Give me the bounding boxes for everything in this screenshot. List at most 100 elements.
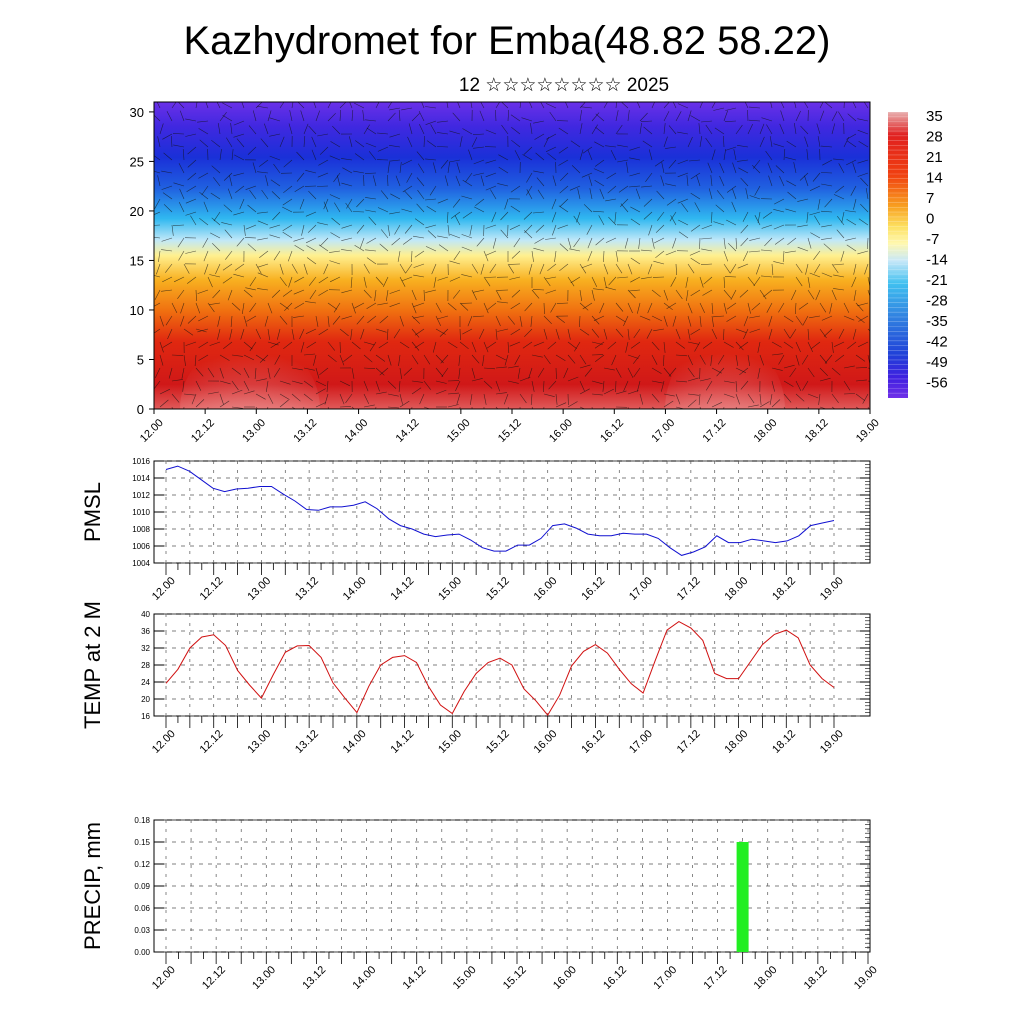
wind-barb: [446, 102, 449, 109]
wind-barb: [300, 341, 305, 353]
wind-barb: [501, 124, 509, 135]
wind-barb: [199, 217, 209, 226]
wind-barb: [480, 263, 485, 275]
wind-barb: [551, 211, 557, 223]
wind-barb: [305, 237, 317, 244]
wind-barb: [783, 328, 791, 339]
wind-barb: [740, 380, 749, 390]
wind-barb: [820, 210, 833, 213]
wind-barb: [831, 406, 836, 409]
wind-barb: [413, 235, 425, 239]
wind-barb: [471, 263, 479, 274]
wind-barb: [708, 188, 713, 200]
wind-barb: [860, 203, 869, 213]
wind-barb: [687, 341, 699, 345]
panel-frame: [153, 819, 871, 953]
wind-barb: [233, 172, 245, 177]
wind-barb: [163, 152, 173, 161]
wind-barb: [594, 180, 605, 187]
wind-barb: [687, 110, 692, 122]
x-tick-label: 17.00: [627, 575, 655, 603]
wind-barb: [663, 393, 675, 397]
wind-barb: [725, 107, 737, 111]
wind-barb: [399, 400, 410, 408]
wind-barb: [491, 211, 497, 223]
wind-barb: [485, 185, 497, 191]
wind-barb: [831, 123, 836, 135]
wind-barb: [366, 257, 377, 265]
wind-barb: [603, 102, 608, 109]
wind-barb: [165, 263, 173, 273]
wind-barb: [309, 289, 317, 300]
wind-barb: [663, 341, 666, 353]
wind-barb: [333, 172, 341, 183]
wind-barb: [821, 224, 833, 228]
wind-barb: [247, 204, 257, 213]
wind-barb: [651, 393, 660, 403]
wind-barb: [558, 127, 569, 135]
wind-barb: [584, 367, 593, 377]
wind-barb: [831, 263, 839, 274]
wind-barb: [795, 302, 797, 315]
wind-barb: [627, 328, 630, 340]
wind-barb: [255, 328, 261, 340]
wind-barb: [559, 198, 569, 207]
wind-barb: [323, 263, 329, 275]
wind-barb: [726, 219, 737, 226]
wind-barb: [791, 289, 797, 301]
wind-barb: [858, 315, 869, 322]
wind-barb: [633, 328, 641, 339]
wind-barb: [801, 354, 809, 365]
wind-barb: [198, 128, 209, 135]
y-tick-label: 0: [137, 402, 144, 417]
wind-barb: [778, 354, 785, 365]
wind-barb: [579, 110, 582, 122]
wind-barb: [786, 180, 797, 187]
wind-barb: [510, 205, 521, 213]
x-tick-label: 12.12: [198, 728, 226, 756]
wind-barb: [375, 328, 387, 333]
wind-barb: [423, 354, 431, 365]
wind-barb: [651, 289, 661, 298]
wind-barb: [424, 198, 437, 201]
wind-barb: [616, 276, 629, 279]
wind-barb: [483, 380, 493, 389]
wind-barb: [733, 149, 737, 161]
wind-barb: [668, 367, 677, 377]
wind-barb: [329, 194, 341, 200]
temp-panel: TEMP at 2 M 16 20 24 28 32 36 40 12.00 12.12 13.0…: [80, 601, 871, 756]
wind-barb: [705, 137, 713, 148]
wind-barb: [212, 289, 221, 299]
wind-barb: [154, 170, 161, 174]
wind-barb: [159, 315, 164, 327]
wind-barb: [374, 289, 377, 301]
wind-barb: [267, 110, 272, 122]
x-tick-label: 12.12: [200, 964, 228, 992]
wind-barb: [567, 237, 572, 249]
wind-barb: [751, 302, 761, 311]
wind-barb: [315, 315, 319, 327]
y-tick-label: 5: [137, 352, 144, 367]
wind-barb: [660, 175, 665, 187]
wind-barb: [551, 198, 557, 210]
wind-barb: [573, 215, 581, 226]
wind-barb: [243, 367, 250, 378]
x-tick-label: 13.00: [240, 417, 268, 445]
wind-barb: [453, 250, 461, 261]
wind-barb: [651, 341, 660, 351]
wind-barb: [843, 393, 856, 395]
wind-barb: [819, 367, 829, 377]
wind-barb: [435, 328, 446, 335]
wind-barb: [291, 328, 295, 340]
wind-barb: [461, 246, 473, 252]
wind-barb: [217, 123, 221, 135]
wind-barb: [806, 211, 809, 223]
wind-barb: [780, 102, 785, 109]
wind-barb: [732, 188, 737, 200]
wind-barb: [640, 120, 653, 122]
wind-barb: [587, 250, 593, 262]
y-tick-label: 32: [141, 644, 150, 653]
wind-barb: [829, 302, 833, 314]
wind-barb: [423, 289, 425, 302]
wind-barb: [654, 159, 665, 167]
